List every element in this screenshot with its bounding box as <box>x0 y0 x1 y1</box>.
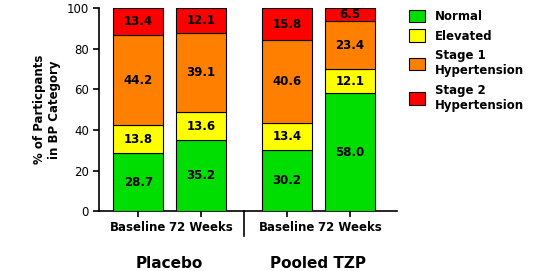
Text: 15.8: 15.8 <box>273 18 302 31</box>
Bar <box>325 21 375 69</box>
Bar <box>114 35 164 125</box>
Bar <box>325 8 375 21</box>
Bar <box>262 150 312 211</box>
Bar <box>176 33 226 112</box>
Bar <box>114 8 164 35</box>
Text: 35.2: 35.2 <box>186 169 215 182</box>
Y-axis label: % of Particpants
in BP Category: % of Particpants in BP Category <box>33 55 61 164</box>
Bar <box>114 153 164 211</box>
Text: Placebo: Placebo <box>136 256 203 271</box>
Text: 13.6: 13.6 <box>186 120 215 133</box>
Bar <box>325 93 375 211</box>
Bar <box>176 140 226 211</box>
Text: 23.4: 23.4 <box>335 39 364 51</box>
Text: 44.2: 44.2 <box>124 74 153 86</box>
Text: 13.8: 13.8 <box>124 133 153 146</box>
Bar <box>262 40 312 123</box>
Bar <box>325 69 375 93</box>
Bar <box>114 125 164 153</box>
Text: 6.5: 6.5 <box>339 8 360 21</box>
Text: 13.4: 13.4 <box>273 130 301 143</box>
Bar <box>262 8 312 40</box>
Text: Pooled TZP: Pooled TZP <box>271 256 366 271</box>
Text: 58.0: 58.0 <box>335 146 364 159</box>
Text: 39.1: 39.1 <box>186 66 215 79</box>
Text: 13.4: 13.4 <box>124 15 153 28</box>
Bar <box>176 112 226 140</box>
Text: 40.6: 40.6 <box>273 75 302 88</box>
Text: 30.2: 30.2 <box>273 174 301 187</box>
Bar <box>176 8 226 33</box>
Text: 12.1: 12.1 <box>186 14 215 27</box>
Legend: Normal, Elevated, Stage 1
Hypertension, Stage 2
Hypertension: Normal, Elevated, Stage 1 Hypertension, … <box>409 10 523 111</box>
Text: 28.7: 28.7 <box>124 176 153 189</box>
Text: 12.1: 12.1 <box>335 75 364 88</box>
Bar <box>262 123 312 150</box>
